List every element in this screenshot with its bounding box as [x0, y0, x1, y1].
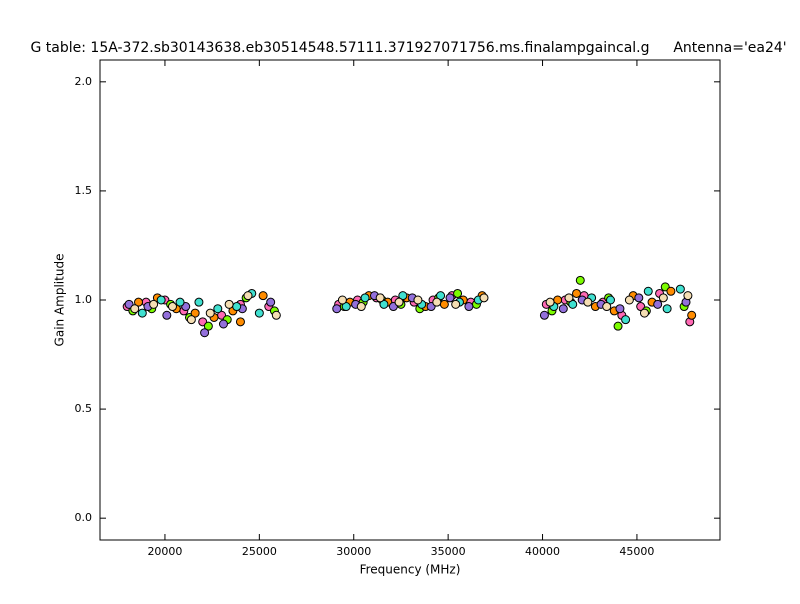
y-tick-label: 0.0: [75, 511, 93, 524]
point: [203, 321, 213, 331]
point: [337, 295, 347, 305]
point: [464, 302, 474, 312]
point: [175, 297, 185, 307]
point: [149, 299, 159, 309]
point: [130, 304, 140, 314]
point: [683, 291, 693, 301]
point: [218, 319, 228, 329]
point: [624, 295, 634, 305]
point: [539, 310, 549, 320]
x-axis-label: Frequency (MHz): [360, 563, 461, 577]
x-tick-label: 40000: [525, 545, 560, 558]
point: [436, 291, 446, 301]
point: [564, 293, 574, 303]
point: [545, 297, 555, 307]
point: [375, 293, 385, 303]
point: [232, 302, 242, 312]
point: [258, 291, 268, 301]
point: [558, 304, 568, 314]
point: [658, 293, 668, 303]
y-tick-label: 1.5: [75, 184, 93, 197]
point: [413, 295, 423, 305]
point: [167, 302, 177, 312]
point: [634, 293, 644, 303]
x-tick-label: 20000: [147, 545, 182, 558]
point: [190, 308, 200, 318]
plot-frame: [99, 59, 721, 541]
point: [451, 299, 461, 309]
point: [439, 299, 449, 309]
point: [575, 275, 585, 285]
point: [432, 297, 442, 307]
point: [341, 302, 351, 312]
point: [653, 299, 663, 309]
point: [254, 308, 264, 318]
y-axis-label: Gain Amplitude: [53, 254, 67, 347]
point: [213, 304, 223, 314]
point: [243, 291, 253, 301]
point: [572, 288, 582, 298]
y-tick-label: 0.5: [75, 402, 93, 415]
point: [205, 308, 215, 318]
point: [398, 291, 408, 301]
point: [643, 286, 653, 296]
point: [675, 284, 685, 294]
point: [200, 328, 210, 338]
point: [235, 317, 245, 327]
point: [162, 310, 172, 320]
point: [266, 297, 276, 307]
point: [621, 315, 631, 325]
point: [666, 286, 676, 296]
point: [186, 315, 196, 325]
point: [602, 302, 612, 312]
point: [445, 293, 455, 303]
point: [134, 297, 144, 307]
x-tick-label: 45000: [619, 545, 654, 558]
point: [662, 304, 672, 314]
point: [332, 304, 342, 314]
x-tick-label: 35000: [431, 545, 466, 558]
x-tick-label: 25000: [242, 545, 277, 558]
point: [615, 304, 625, 314]
point: [156, 295, 166, 305]
point: [379, 299, 389, 309]
point: [271, 310, 281, 320]
point: [394, 297, 404, 307]
point: [224, 299, 234, 309]
y-tick-label: 1.0: [75, 293, 93, 306]
point: [194, 297, 204, 307]
point: [360, 293, 370, 303]
point: [613, 321, 623, 331]
point: [639, 308, 649, 318]
y-tick-label: 2.0: [75, 75, 93, 88]
point: [356, 302, 366, 312]
point: [137, 308, 147, 318]
x-tick-label: 30000: [336, 545, 371, 558]
point: [605, 295, 615, 305]
chart-title: G table: 15A-372.sb30143638.eb30514548.5…: [30, 40, 649, 56]
point: [687, 310, 697, 320]
point: [583, 297, 593, 307]
point: [479, 293, 489, 303]
annotation: Antenna='ea24': [673, 40, 786, 56]
point: [453, 288, 463, 298]
point: [568, 299, 578, 309]
